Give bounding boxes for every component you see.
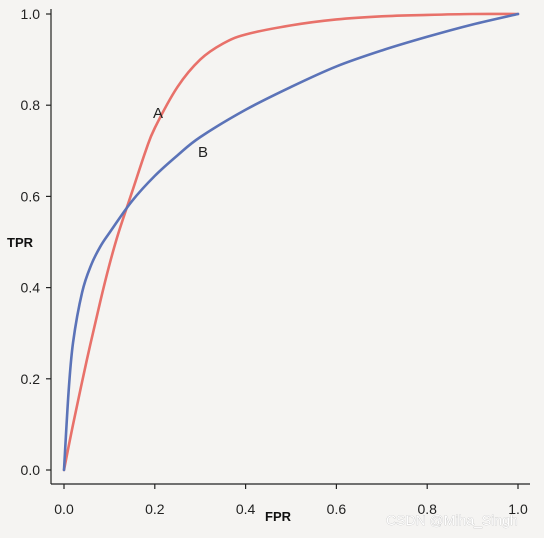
y-tick-label: 1.0 (21, 6, 41, 22)
x-tick-label: 0.4 (236, 501, 256, 517)
curve-labels: AB (153, 105, 208, 161)
x-tick-label: 0.6 (327, 501, 347, 517)
y-tick-label: 0.8 (21, 97, 41, 113)
y-axis-ticks: 0.0 0.2 0.4 0.6 0.8 1.0 (21, 6, 51, 478)
series-layer (62, 12, 520, 472)
y-tick-label: 0.2 (21, 371, 41, 387)
x-axis-ticks: 0.0 0.2 0.4 0.6 0.8 1.0 (54, 484, 528, 517)
watermark-text: CSDN @Miha_Singh (386, 512, 518, 528)
plot-area: 0.00.20.40.60.81.0 0.0 0.2 0.4 0.6 0.8 1.0 AB (21, 6, 530, 517)
y-axis-title: TPR (7, 235, 34, 250)
series-line-a (62, 12, 520, 472)
x-axis-title: FPR (265, 509, 292, 524)
x-tick-label: 0.0 (54, 501, 74, 517)
y-tick-label: 0.6 (21, 188, 41, 204)
x-tick-label: 0.2 (145, 501, 165, 517)
series-line-b (62, 12, 520, 472)
y-tick-label: 0.0 (21, 462, 41, 478)
x-tick-label: 0.8 (417, 501, 437, 517)
y-tick-label: 0.4 (21, 280, 41, 296)
x-tick-label: 1.0 (508, 501, 528, 517)
curve-label-a: A (153, 105, 163, 122)
curve-label-b: B (198, 144, 208, 161)
